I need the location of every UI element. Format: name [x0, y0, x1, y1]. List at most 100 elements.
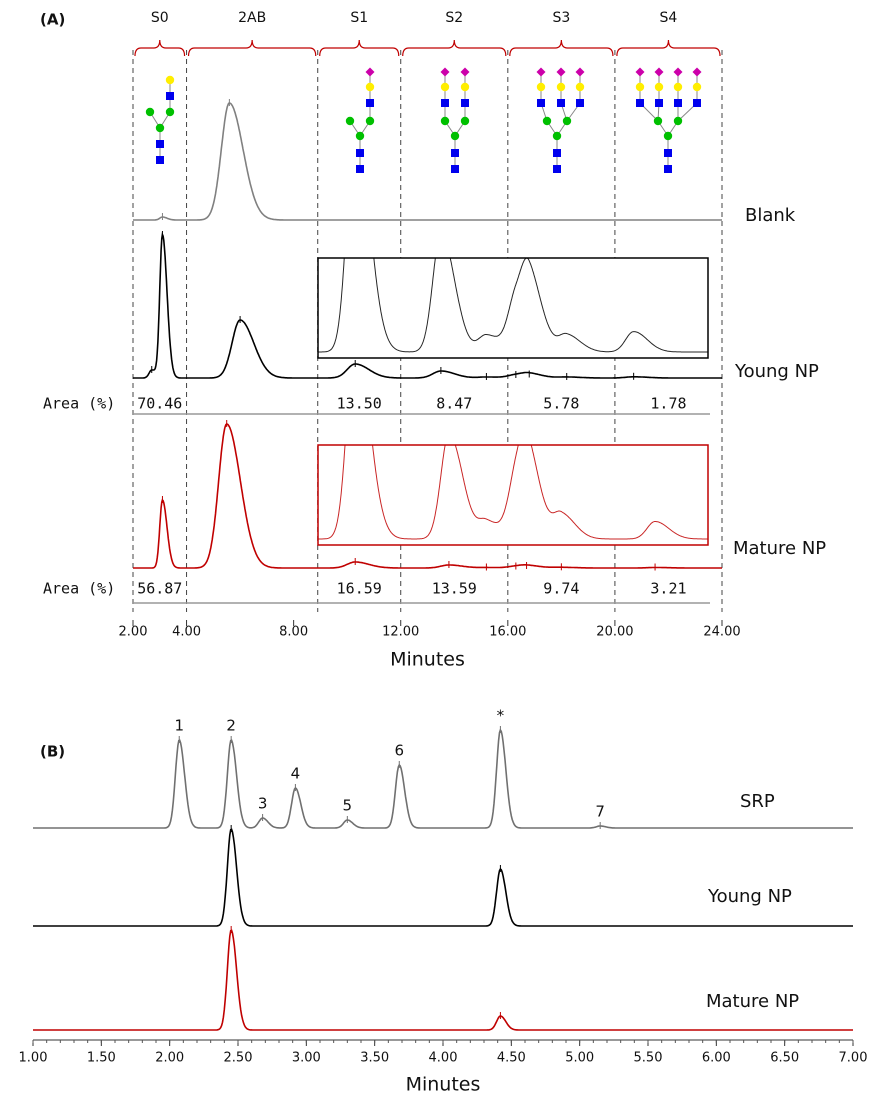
peak-label: 4: [291, 765, 301, 783]
mannose: [165, 107, 175, 117]
mannose: [663, 131, 673, 141]
area-value: 70.46: [137, 395, 182, 413]
sialic-acid: [635, 67, 645, 77]
region-brace: [319, 39, 400, 57]
peak-label: 6: [394, 742, 404, 760]
trace: [133, 102, 722, 221]
peak-label: *: [497, 707, 505, 725]
glcnac: [451, 149, 459, 157]
glcnac: [461, 99, 469, 107]
mannose: [460, 116, 470, 126]
x-tick-label: 6.00: [702, 1051, 731, 1066]
area-value: 16.59: [337, 580, 382, 598]
galactose: [556, 82, 566, 92]
mannose: [673, 116, 683, 126]
trace: [33, 728, 853, 829]
series-label: Blank: [745, 205, 796, 226]
area-value: 9.74: [543, 580, 579, 598]
series-label: Mature NP: [706, 991, 799, 1012]
mannose: [145, 107, 155, 117]
x-tick-label: 2.50: [224, 1051, 253, 1066]
region-label: S1: [350, 10, 368, 26]
x-tick-label: 4.00: [429, 1051, 458, 1066]
glcnac: [576, 99, 584, 107]
inset-box: [317, 257, 709, 359]
glcnac: [557, 99, 565, 107]
glcnac: [356, 165, 364, 173]
x-tick-label: 7.00: [839, 1051, 868, 1066]
sialic-acid: [692, 67, 702, 77]
galactose: [440, 82, 450, 92]
galactose: [365, 82, 375, 92]
region-brace: [187, 39, 317, 57]
x-tick-label: 6.50: [770, 1051, 799, 1066]
sialic-acid: [556, 67, 566, 77]
x-tick-label: 2.00: [119, 625, 148, 640]
region-label: S4: [660, 10, 678, 26]
mannose: [562, 116, 572, 126]
glcnac: [553, 165, 561, 173]
area-value: 3.21: [650, 580, 686, 598]
galactose: [635, 82, 645, 92]
glcnac: [366, 99, 374, 107]
series-label: SRP: [740, 791, 775, 812]
inset-trace: [318, 445, 708, 540]
x-axis-label: Minutes: [406, 1074, 481, 1096]
glcnac: [664, 165, 672, 173]
sialic-acid: [365, 67, 375, 77]
region-label: S0: [151, 10, 169, 26]
glcnac: [166, 92, 174, 100]
galactose: [460, 82, 470, 92]
area-value: 13.59: [432, 580, 477, 598]
area-value: 5.78: [543, 395, 579, 413]
x-tick-label: 8.00: [279, 625, 308, 640]
area-value: 56.87: [137, 580, 182, 598]
series-label: Mature NP: [733, 538, 826, 559]
panel-label: (B): [40, 743, 65, 761]
x-tick-label: 12.00: [382, 625, 419, 640]
region-brace: [509, 39, 614, 57]
peak-label: 1: [174, 717, 184, 735]
glcnac: [553, 149, 561, 157]
mannose: [542, 116, 552, 126]
x-tick-label: 3.00: [292, 1051, 321, 1066]
glcnac: [451, 165, 459, 173]
region-label: S3: [552, 10, 570, 26]
glcnac: [693, 99, 701, 107]
inset-box: [317, 444, 709, 546]
trace: [133, 423, 722, 569]
mannose: [155, 123, 165, 133]
mannose: [653, 116, 663, 126]
galactose: [536, 82, 546, 92]
x-tick-label: 24.00: [703, 625, 740, 640]
area-value: 8.47: [436, 395, 472, 413]
sialic-acid: [575, 67, 585, 77]
glcnac: [664, 149, 672, 157]
peak-label: 3: [258, 795, 268, 813]
x-tick-label: 1.00: [19, 1051, 48, 1066]
trace: [133, 231, 722, 379]
panel-label: (A): [40, 11, 65, 29]
x-axis-label: Minutes: [390, 649, 465, 671]
mannose: [355, 131, 365, 141]
sialic-acid: [673, 67, 683, 77]
x-tick-label: 4.50: [497, 1051, 526, 1066]
series-label: Young NP: [734, 361, 819, 382]
trace: [33, 828, 853, 927]
area-value: 1.78: [650, 395, 686, 413]
glcnac: [441, 99, 449, 107]
galactose: [165, 75, 175, 85]
mannose: [450, 131, 460, 141]
glcnac: [537, 99, 545, 107]
sialic-acid: [536, 67, 546, 77]
galactose: [673, 82, 683, 92]
x-tick-label: 2.00: [155, 1051, 184, 1066]
galactose: [654, 82, 664, 92]
region-brace: [616, 39, 721, 57]
series-label: Young NP: [707, 886, 792, 907]
galactose: [575, 82, 585, 92]
trace: [33, 929, 853, 1031]
x-tick-label: 5.50: [634, 1051, 663, 1066]
glcnac: [156, 140, 164, 148]
peak-label: 7: [595, 803, 605, 821]
